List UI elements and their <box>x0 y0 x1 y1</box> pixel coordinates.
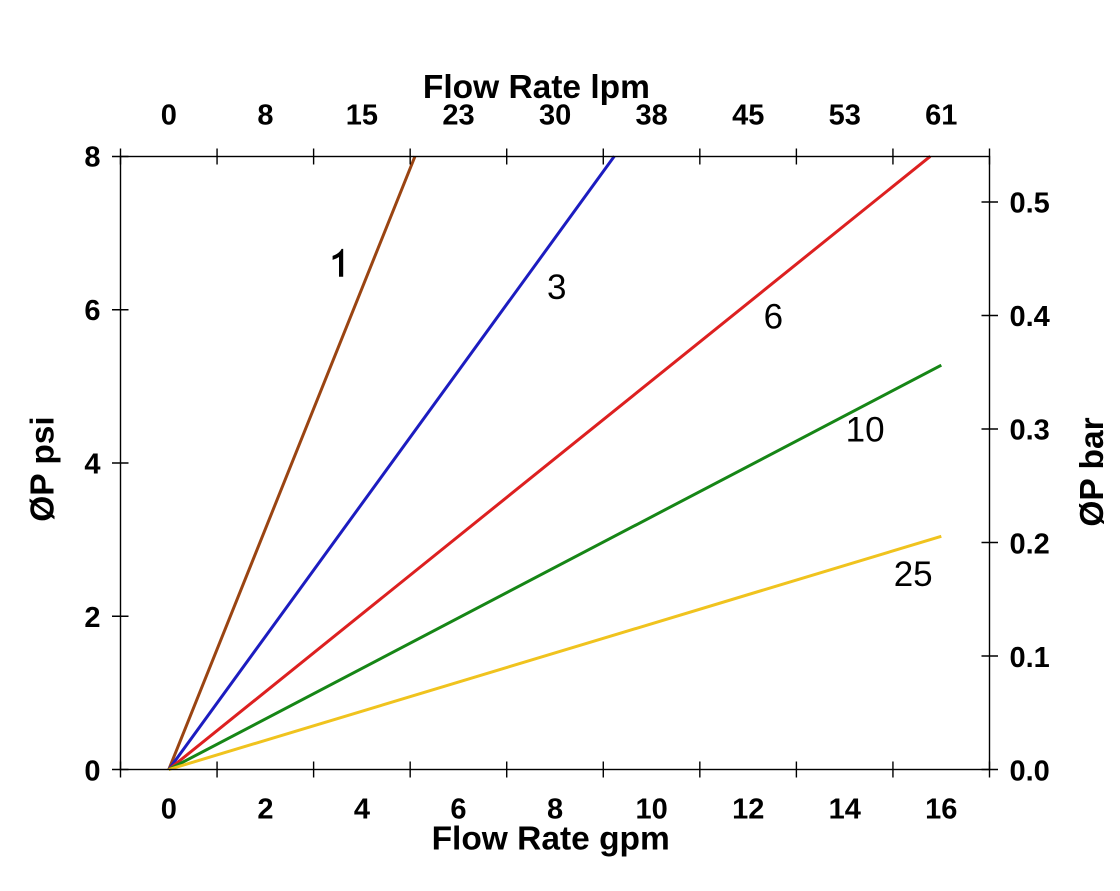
svg-text:0.2: 0.2 <box>1010 528 1050 560</box>
svg-text:0.4: 0.4 <box>1010 301 1050 333</box>
svg-text:10: 10 <box>635 794 667 826</box>
svg-text:6: 6 <box>450 794 466 826</box>
svg-text:0: 0 <box>161 99 177 131</box>
svg-text:14: 14 <box>829 794 861 826</box>
svg-text:4: 4 <box>354 794 370 826</box>
svg-text:12: 12 <box>732 794 764 826</box>
svg-text:Flow Rate gpm: Flow Rate gpm <box>432 821 670 858</box>
svg-text:ØP bar: ØP bar <box>1074 417 1111 526</box>
svg-text:45: 45 <box>732 99 764 131</box>
svg-text:2: 2 <box>84 602 100 634</box>
svg-text:8: 8 <box>84 142 100 174</box>
svg-text:Flow Rate lpm: Flow Rate lpm <box>423 69 650 106</box>
svg-text:2: 2 <box>257 794 273 826</box>
svg-text:0.3: 0.3 <box>1010 415 1050 447</box>
svg-text:25: 25 <box>894 555 933 594</box>
svg-text:15: 15 <box>346 99 378 131</box>
svg-text:0.5: 0.5 <box>1010 188 1050 220</box>
svg-text:0: 0 <box>161 794 177 826</box>
svg-text:23: 23 <box>442 99 474 131</box>
svg-text:ØP psi: ØP psi <box>25 416 62 522</box>
svg-text:6: 6 <box>764 298 783 337</box>
svg-text:6: 6 <box>84 295 100 327</box>
svg-text:30: 30 <box>539 99 571 131</box>
svg-text:0.1: 0.1 <box>1010 642 1050 674</box>
svg-text:8: 8 <box>547 794 563 826</box>
svg-text:53: 53 <box>829 99 861 131</box>
svg-text:0.0: 0.0 <box>1010 756 1050 788</box>
svg-text:61: 61 <box>925 99 957 131</box>
svg-text:3: 3 <box>547 268 566 307</box>
svg-text:10: 10 <box>846 410 885 449</box>
svg-text:38: 38 <box>635 99 667 131</box>
svg-text:0: 0 <box>84 756 100 788</box>
svg-text:8: 8 <box>257 99 273 131</box>
svg-text:4: 4 <box>84 449 100 481</box>
svg-text:16: 16 <box>925 794 957 826</box>
